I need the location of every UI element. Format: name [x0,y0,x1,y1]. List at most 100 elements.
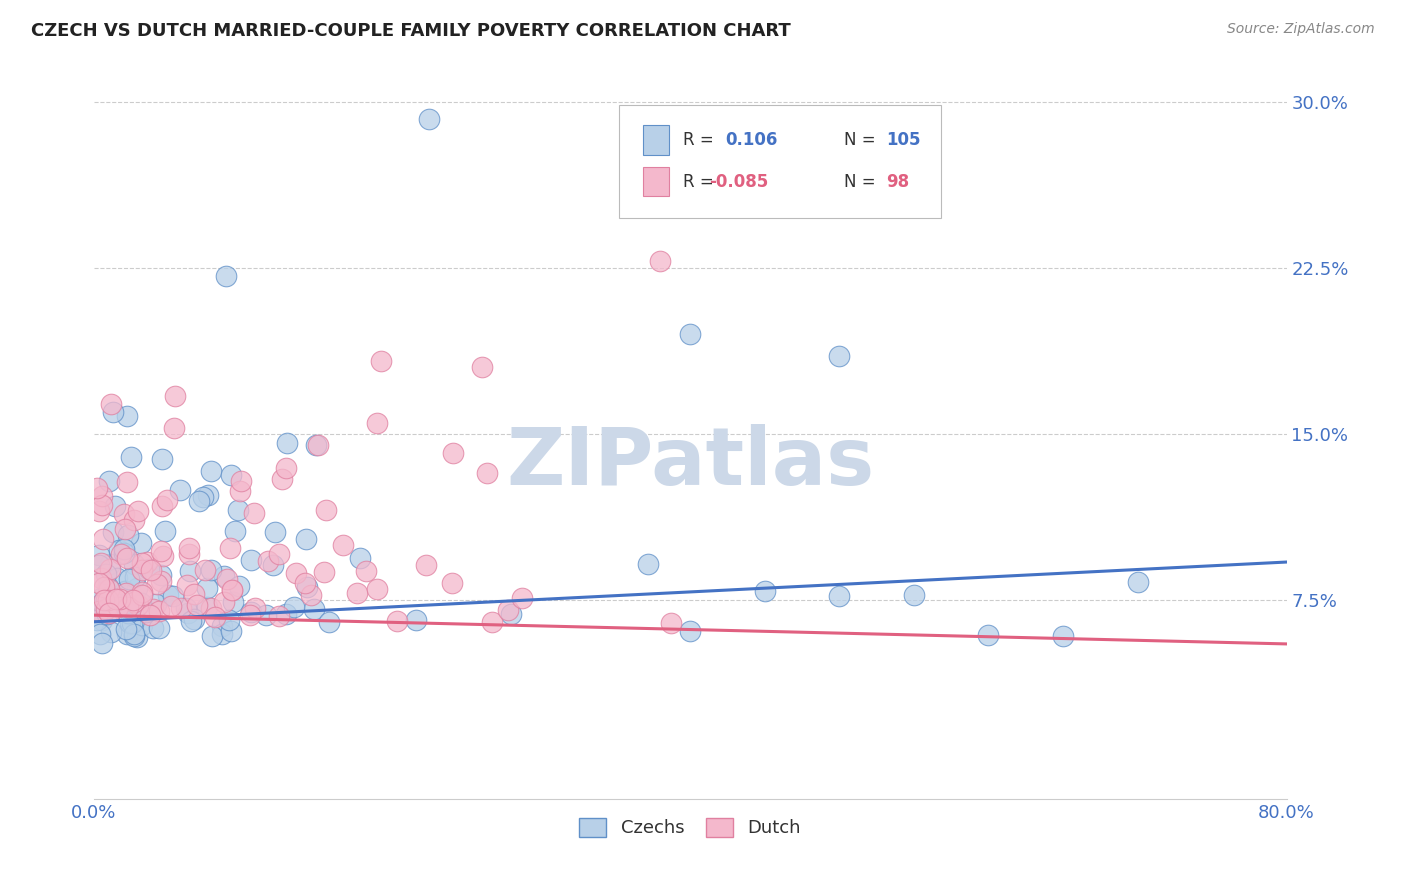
Point [200,464,222,478]
Point [218,541,240,555]
Point [283,599,305,614]
Point [115,551,138,566]
FancyBboxPatch shape [619,105,941,219]
Point [108,592,131,607]
Point [100,397,122,411]
Point [129,535,152,549]
Point [221,582,243,597]
Point [222,594,245,608]
Point [262,558,284,572]
Point [183,612,205,626]
Point [228,579,250,593]
Point [193,563,215,577]
Point [160,599,183,614]
Point [114,522,136,536]
Point [97,592,120,607]
Point [276,461,298,475]
Point [284,566,307,581]
Point [219,624,242,638]
Point [195,581,218,595]
Point [124,595,146,609]
Point [240,553,263,567]
Point [294,532,316,546]
Point [276,436,298,450]
Point [239,608,262,623]
Point [149,544,172,558]
Point [165,389,187,403]
Point [131,563,153,577]
Text: 98: 98 [886,173,908,191]
Point [90,570,112,584]
Point [97,474,120,488]
Point [104,499,127,513]
Point [90,591,112,606]
Point [1052,629,1074,643]
Point [121,615,143,630]
Point [131,585,153,599]
Point [107,599,129,614]
Point [90,556,112,570]
Point [87,504,110,518]
Point [155,524,177,539]
Point [229,475,252,489]
Point [162,589,184,603]
Point [112,597,135,611]
Point [97,580,120,594]
Point [221,582,243,597]
Point [224,524,246,538]
Point [93,580,115,594]
Point [124,629,146,643]
Point [496,603,519,617]
Text: CZECH VS DUTCH MARRIED-COUPLE FAMILY POVERTY CORRELATION CHART: CZECH VS DUTCH MARRIED-COUPLE FAMILY POV… [31,22,790,40]
Point [177,606,200,620]
Text: Source: ZipAtlas.com: Source: ZipAtlas.com [1227,22,1375,37]
Point [481,615,503,629]
Point [302,602,325,616]
Point [114,583,136,598]
Point [124,569,146,583]
Point [499,607,522,621]
Point [197,488,219,502]
Point [117,409,139,424]
Point [107,542,129,557]
Point [188,494,211,508]
Point [124,513,146,527]
Point [105,592,128,607]
Point [179,541,201,556]
Point [200,563,222,577]
Point [142,602,165,616]
Point [98,606,121,620]
Point [148,604,170,618]
Point [977,628,1000,642]
Point [105,571,128,585]
Point [163,421,186,435]
Point [93,606,115,620]
Point [94,602,117,616]
Point [218,613,240,627]
Point [100,591,122,606]
Point [127,598,149,612]
Point [211,627,233,641]
Point [477,466,499,480]
Point [299,588,322,602]
Point [254,607,277,622]
Point [100,624,122,639]
Point [98,557,121,571]
Point [120,450,142,464]
Point [226,503,249,517]
Point [315,502,337,516]
Point [243,506,266,520]
Point [257,554,280,568]
Point [180,614,202,628]
Point [103,405,125,419]
Point [112,546,135,560]
Point [112,542,135,557]
Point [169,483,191,497]
Point [441,575,464,590]
Point [219,468,242,483]
Point [150,574,173,588]
Point [305,438,328,452]
Point [318,615,340,629]
Point [179,547,201,561]
Point [121,593,143,607]
